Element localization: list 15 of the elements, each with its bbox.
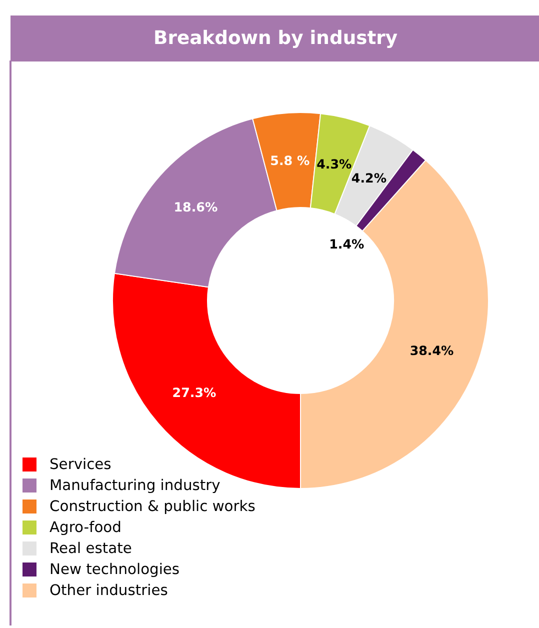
data-label: 18.6% [174, 199, 218, 214]
legend-label: New technologies [50, 561, 180, 578]
legend-label: Agro-food [50, 519, 122, 536]
legend-label: Real estate [50, 540, 132, 557]
data-label: 38.4% [410, 343, 454, 358]
legend-label: Construction & public works [50, 498, 256, 515]
legend-label: Services [50, 456, 112, 473]
data-label: 5.8 % [270, 152, 310, 168]
data-label: 4.3% [316, 156, 352, 172]
data-label: 1.4% [329, 236, 365, 252]
data-label: 4.2% [351, 170, 387, 186]
legend-label: Manufacturing industry [50, 477, 221, 494]
chart-title: Breakdown by industry [154, 28, 398, 49]
data-label: 27.3% [172, 384, 217, 400]
legend-label: Other industries [50, 582, 168, 599]
